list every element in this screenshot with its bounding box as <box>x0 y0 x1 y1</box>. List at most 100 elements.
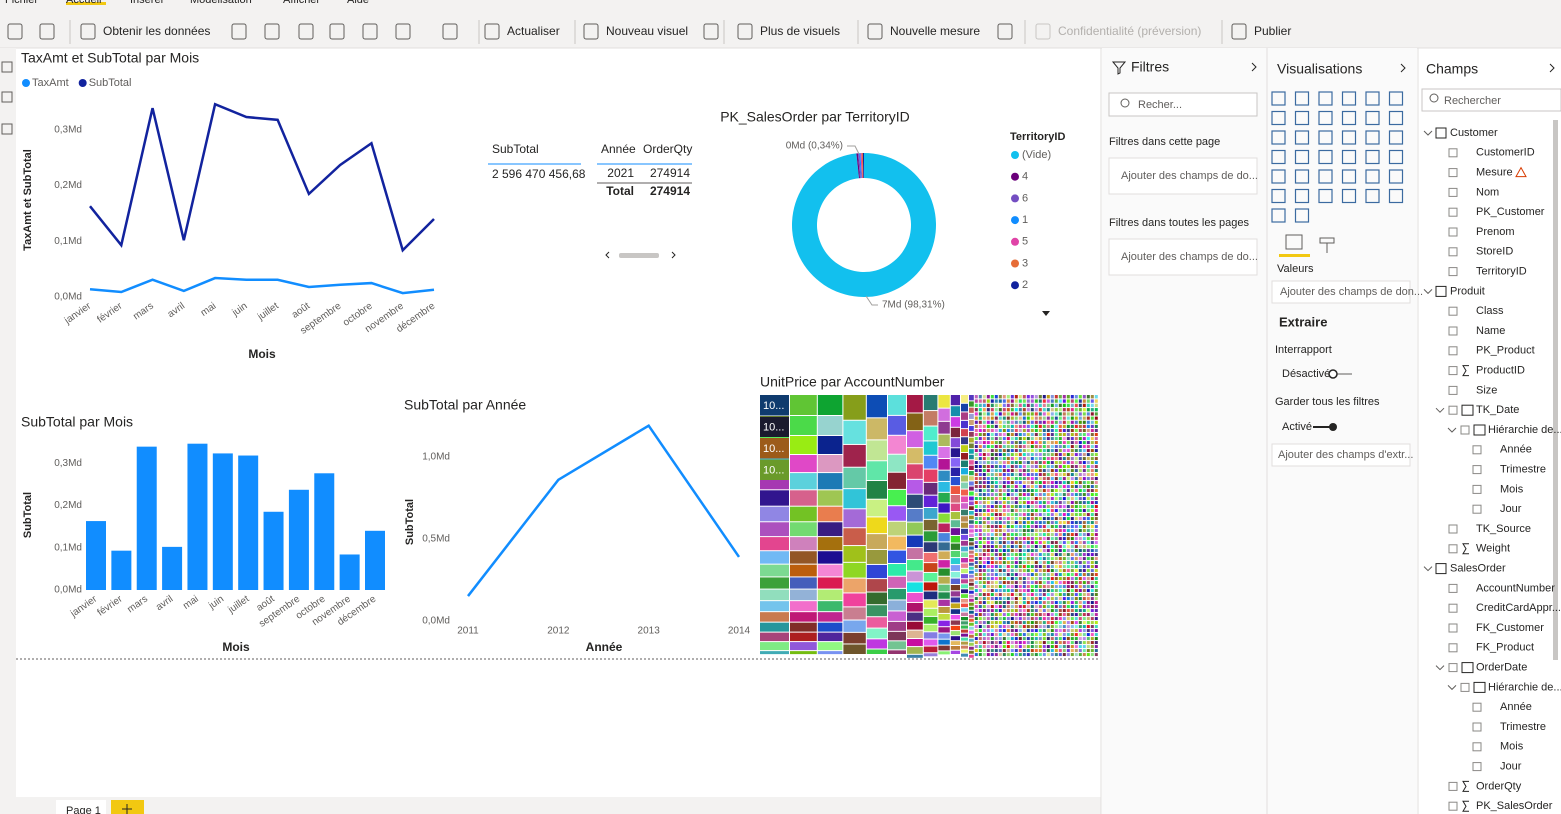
visual-type-icon[interactable] <box>1271 188 1286 204</box>
report-view-icon[interactable] <box>1 61 13 73</box>
toggle-knob[interactable] <box>1329 423 1337 431</box>
fields-tab[interactable] <box>1285 234 1303 250</box>
ribbon-icon[interactable] <box>997 23 1013 40</box>
visual-type-icon[interactable] <box>1365 188 1380 204</box>
field-checkbox[interactable] <box>1448 326 1458 336</box>
field-label[interactable]: PK_Product <box>1476 345 1535 357</box>
field-checkbox[interactable] <box>1448 583 1458 593</box>
field-checkbox[interactable] <box>1472 702 1482 712</box>
field-checkbox[interactable] <box>1448 168 1458 178</box>
visual-type-icon[interactable] <box>1318 130 1333 145</box>
field-label[interactable]: Produit <box>1450 285 1485 297</box>
visual-type-icon[interactable] <box>1294 208 1310 223</box>
drop-well[interactable] <box>1271 443 1411 467</box>
scroll-left[interactable] <box>605 251 610 259</box>
visual-type-icon[interactable] <box>1271 130 1286 145</box>
visual-type-icon[interactable] <box>1365 91 1380 106</box>
field-label[interactable]: PK_Customer <box>1476 206 1545 218</box>
menu-tab[interactable]: Insérer <box>130 0 165 6</box>
visual-type-icon[interactable] <box>1365 169 1380 184</box>
expand-icon[interactable] <box>1423 566 1433 572</box>
search-box[interactable] <box>1421 88 1561 112</box>
visual-type-icon[interactable] <box>1388 130 1404 145</box>
field-label[interactable]: Mois <box>1500 741 1524 753</box>
ribbon-button[interactable]: Nouvelle mesure <box>890 24 980 38</box>
ribbon-button[interactable]: Publier <box>1254 24 1291 38</box>
visual-type-icon[interactable] <box>1341 110 1357 126</box>
field-checkbox[interactable] <box>1448 603 1458 613</box>
ribbon-icon[interactable] <box>703 23 719 40</box>
field-label[interactable]: Prenom <box>1476 226 1515 238</box>
field-checkbox[interactable] <box>1472 465 1482 475</box>
menu-tab[interactable]: Accueil <box>66 0 101 6</box>
visual-type-icon[interactable] <box>1365 149 1380 165</box>
field-label[interactable]: Année <box>1500 444 1532 456</box>
ribbon-icon[interactable] <box>298 23 314 40</box>
field-checkbox[interactable] <box>1448 405 1458 415</box>
field-label[interactable]: Trimestre <box>1500 464 1546 476</box>
ribbon-icon[interactable] <box>442 23 458 40</box>
field-checkbox[interactable] <box>1448 366 1458 376</box>
collapse-icon[interactable] <box>1251 62 1257 72</box>
drop-well[interactable] <box>1108 238 1258 276</box>
expand-icon[interactable] <box>1435 407 1445 413</box>
field-checkbox[interactable] <box>1448 643 1458 653</box>
field-label[interactable]: Hiérarchie de... <box>1488 681 1561 693</box>
field-label[interactable]: Class <box>1476 305 1504 317</box>
visual-type-icon[interactable] <box>1341 188 1357 204</box>
h-scrollbar[interactable] <box>619 253 659 258</box>
field-label[interactable]: Customer <box>1450 127 1498 139</box>
visual-type-icon[interactable] <box>1341 149 1357 165</box>
field-checkbox[interactable] <box>1448 247 1458 257</box>
visual-type-icon[interactable] <box>1294 130 1310 145</box>
expand-icon[interactable] <box>1423 130 1433 136</box>
expand-icon[interactable] <box>1447 427 1457 433</box>
drop-well[interactable] <box>1271 280 1411 304</box>
field-label[interactable]: TerritoryID <box>1476 266 1527 278</box>
drop-well[interactable] <box>1108 157 1258 195</box>
field-label[interactable]: SalesOrder <box>1450 563 1506 575</box>
field-checkbox[interactable] <box>1472 484 1482 494</box>
visual-type-icon[interactable] <box>1271 208 1286 223</box>
format-tab[interactable] <box>1319 237 1335 253</box>
field-label[interactable]: Name <box>1476 325 1505 337</box>
field-label[interactable]: Size <box>1476 384 1497 396</box>
field-label[interactable]: CustomerID <box>1476 147 1535 159</box>
field-label[interactable]: FK_Customer <box>1476 622 1544 634</box>
field-label[interactable]: OrderQty <box>1476 780 1522 792</box>
field-label[interactable]: Weight <box>1476 543 1510 555</box>
collapse-icon[interactable] <box>1549 63 1555 73</box>
field-label[interactable]: ProductID <box>1476 365 1525 377</box>
ribbon-button[interactable]: Actualiser <box>507 24 560 38</box>
toggle-knob[interactable] <box>1328 369 1338 379</box>
expand-icon[interactable] <box>1447 685 1457 691</box>
menu-tab[interactable]: Afficher <box>283 0 320 6</box>
field-checkbox[interactable] <box>1460 682 1470 692</box>
ribbon-icon[interactable] <box>395 23 411 40</box>
expand-icon[interactable] <box>1423 289 1433 295</box>
field-label[interactable]: TK_Date <box>1476 404 1519 416</box>
visual-type-icon[interactable] <box>1294 91 1310 106</box>
visual-type-icon[interactable] <box>1388 149 1404 165</box>
field-checkbox[interactable] <box>1448 781 1458 791</box>
field-checkbox[interactable] <box>1448 544 1458 554</box>
ribbon-button[interactable]: Confidentialité (préversion) <box>1058 24 1201 38</box>
field-checkbox[interactable] <box>1448 801 1458 811</box>
ribbon-button[interactable]: Nouveau visuel <box>606 24 688 38</box>
field-checkbox[interactable] <box>1448 524 1458 534</box>
visual-type-icon[interactable] <box>1294 110 1310 126</box>
field-label[interactable]: Jour <box>1500 503 1522 515</box>
visual-type-icon[interactable] <box>1388 110 1404 126</box>
field-label[interactable]: FK_Product <box>1476 642 1534 654</box>
visual-type-icon[interactable] <box>1388 188 1404 204</box>
ribbon-button[interactable]: Plus de visuels <box>760 24 840 38</box>
field-checkbox[interactable] <box>1472 504 1482 514</box>
visual-type-icon[interactable] <box>1294 149 1310 165</box>
field-checkbox[interactable] <box>1448 207 1458 217</box>
menu-tab[interactable]: Fichier <box>5 0 38 6</box>
field-checkbox[interactable] <box>1448 623 1458 633</box>
field-label[interactable]: CreditCardAppr... <box>1476 602 1561 614</box>
ribbon-icon[interactable] <box>329 23 345 40</box>
visual-type-icon[interactable] <box>1341 130 1357 145</box>
scroll-right[interactable] <box>671 251 676 259</box>
